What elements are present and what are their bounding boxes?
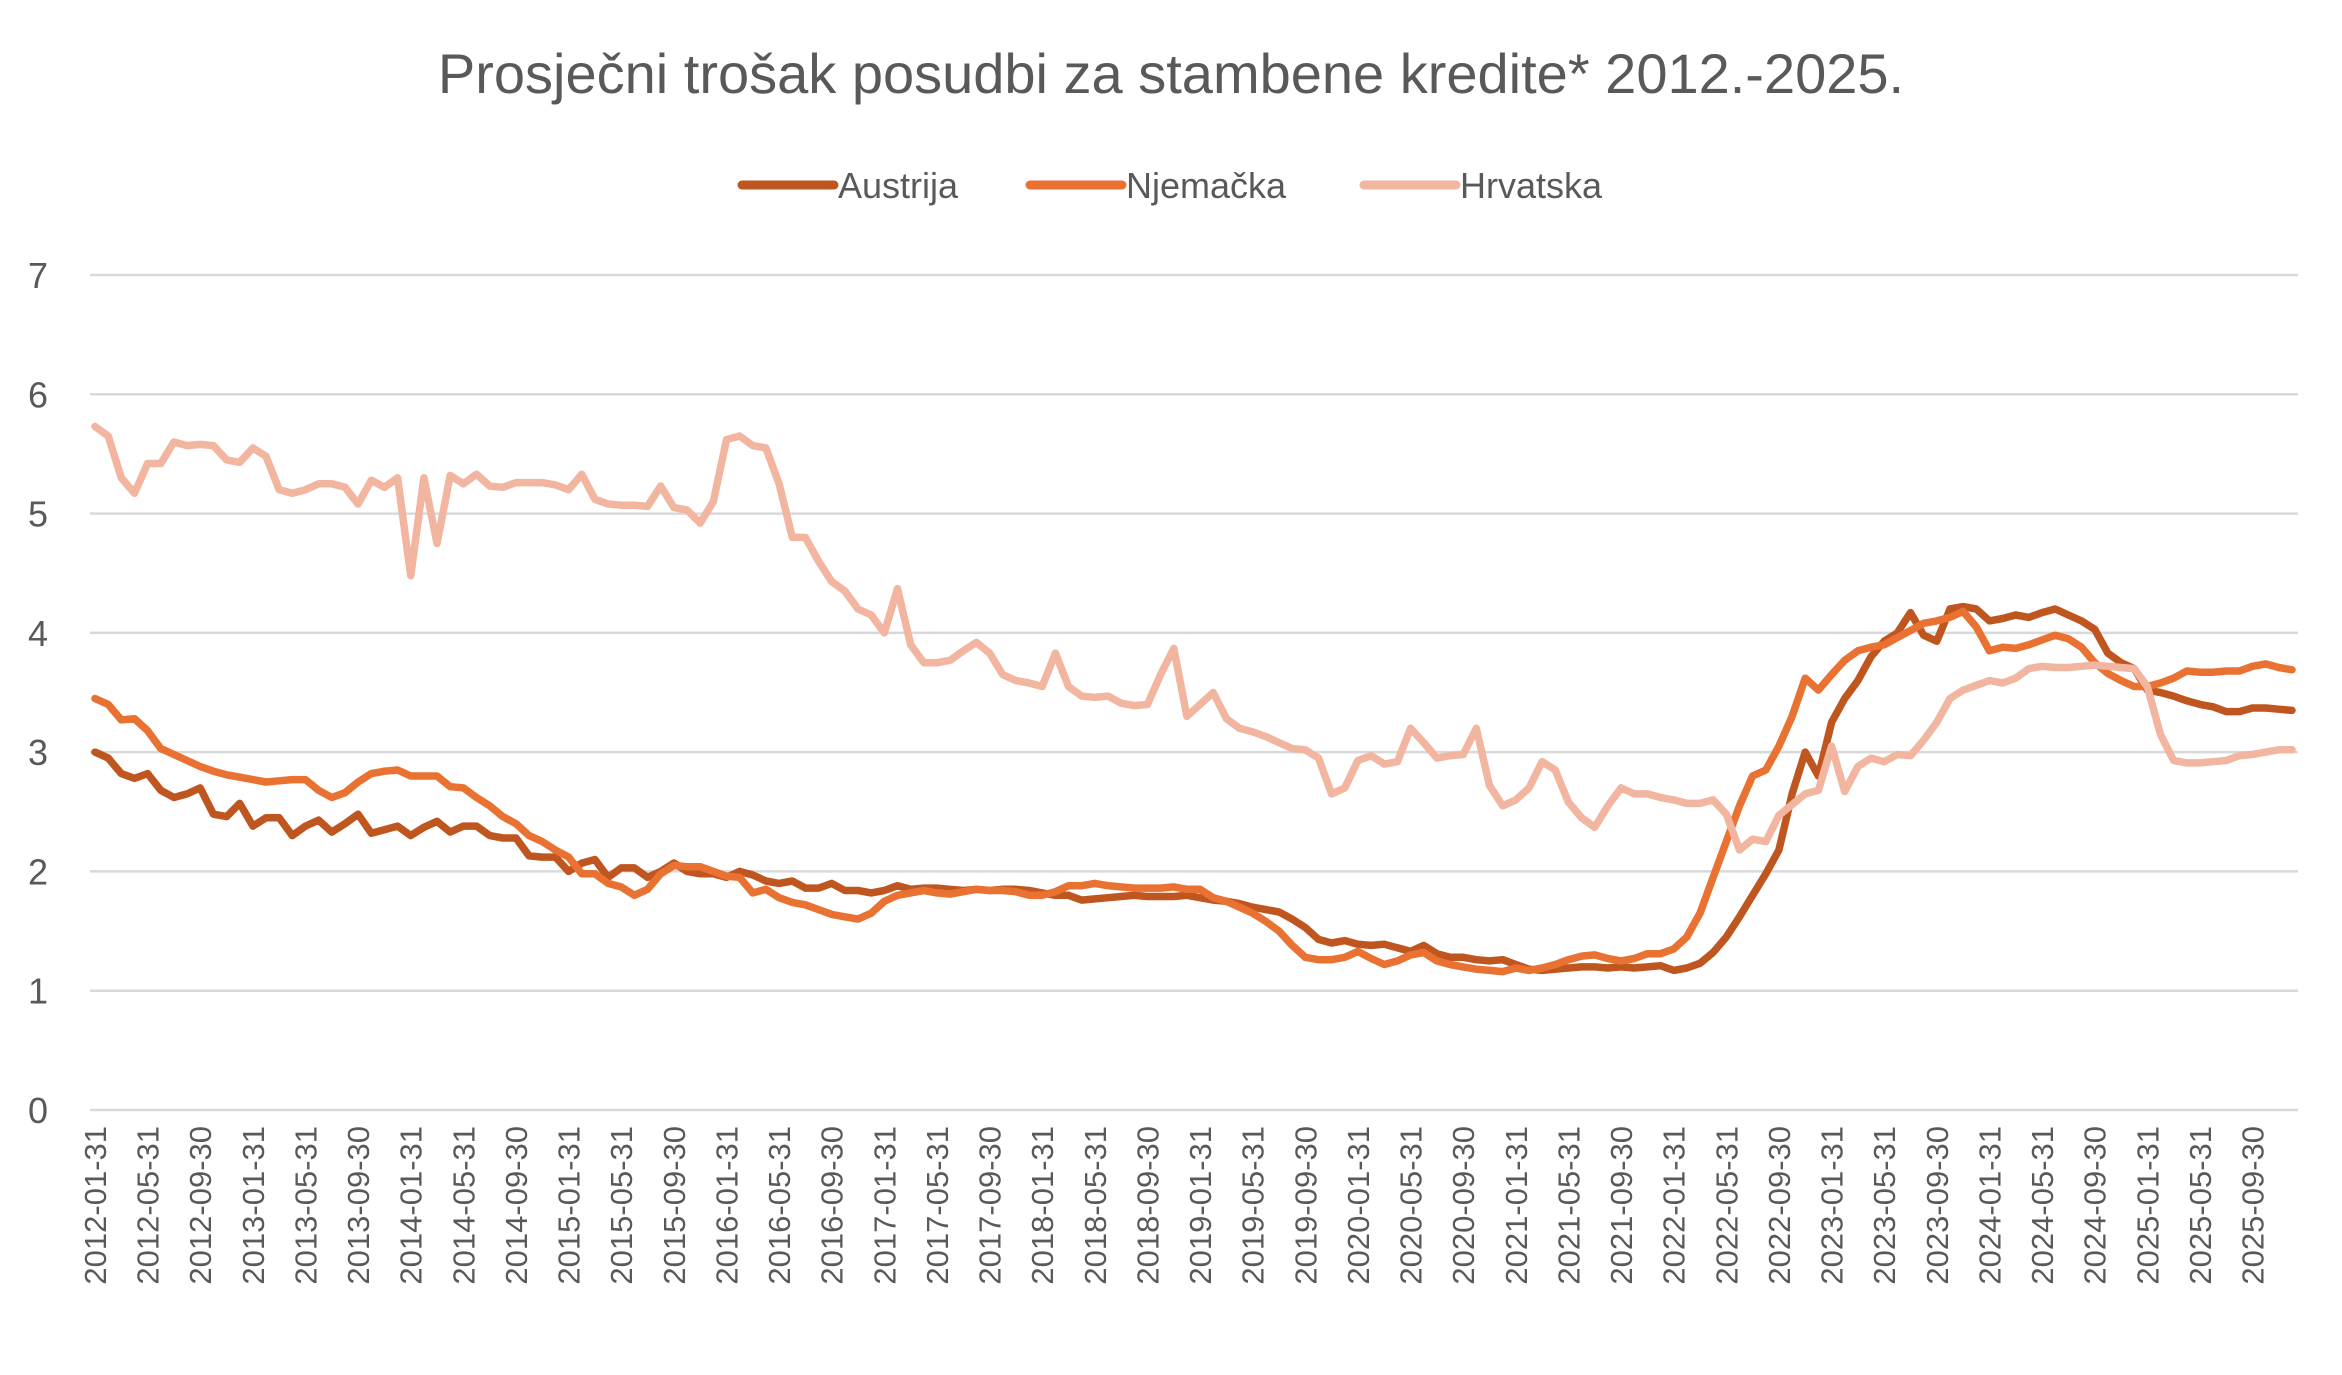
x-tick-label: 2020-01-31 [1341, 1126, 1376, 1285]
gridlines [90, 273, 2298, 1112]
x-tick-label: 2022-01-31 [1657, 1126, 1692, 1285]
x-tick-label: 2015-05-31 [604, 1126, 639, 1285]
x-tick-label: 2023-05-31 [1867, 1126, 1902, 1285]
y-tick-label: 1 [28, 971, 48, 1012]
x-tick-label: 2013-01-31 [236, 1126, 271, 1285]
x-tick-label: 2021-09-30 [1604, 1126, 1639, 1285]
x-tick-label: 2021-05-31 [1551, 1126, 1586, 1285]
x-tick-label: 2013-09-30 [341, 1126, 376, 1285]
series-lines [91, 422, 2296, 976]
x-tick-label: 2012-01-31 [78, 1126, 113, 1285]
x-tick-label: 2021-01-31 [1499, 1126, 1534, 1285]
x-tick-label: 2012-05-31 [131, 1126, 166, 1285]
x-tick-label: 2020-05-31 [1394, 1126, 1429, 1285]
y-tick-label: 3 [28, 732, 48, 773]
x-tick-label: 2013-05-31 [288, 1126, 323, 1285]
x-tick-label: 2019-05-31 [1236, 1126, 1271, 1285]
x-tick-label: 2019-01-31 [1183, 1126, 1218, 1285]
legend-label: Austrija [838, 165, 959, 206]
x-tick-label: 2014-09-30 [499, 1126, 534, 1285]
x-tick-label: 2017-09-30 [973, 1126, 1008, 1285]
legend: Austrija Njemačka Hrvatska [737, 165, 1603, 206]
y-tick-label: 4 [28, 613, 48, 654]
x-tick-label: 2018-09-30 [1130, 1126, 1165, 1285]
x-tick-label: 2020-09-30 [1446, 1126, 1481, 1285]
y-tick-label: 7 [28, 255, 48, 296]
legend-item: Njemačka [1025, 165, 1287, 206]
x-tick-label: 2018-01-31 [1025, 1126, 1060, 1285]
x-tick-label: 2024-09-30 [2078, 1126, 2113, 1285]
legend-item: Hrvatska [1359, 165, 1603, 206]
x-tick-label: 2014-05-31 [446, 1126, 481, 1285]
legend-label: Hrvatska [1460, 165, 1603, 206]
x-tick-label: 2019-09-30 [1288, 1126, 1323, 1285]
y-tick-label: 5 [28, 494, 48, 535]
x-tick-label: 2022-05-31 [1709, 1126, 1744, 1285]
x-tick-label: 2025-01-31 [2130, 1126, 2165, 1285]
x-tick-label: 2015-01-31 [552, 1126, 587, 1285]
x-tick-label: 2016-01-31 [709, 1126, 744, 1285]
x-tick-label: 2017-05-31 [920, 1126, 955, 1285]
x-tick-label: 2016-09-30 [815, 1126, 850, 1285]
x-tick-label: 2024-05-31 [2025, 1126, 2060, 1285]
x-tick-label: 2014-01-31 [394, 1126, 429, 1285]
x-tick-label: 2022-09-30 [1762, 1126, 1797, 1285]
series-line-austrija [91, 602, 2296, 975]
x-tick-label: 2025-05-31 [2183, 1126, 2218, 1285]
x-tick-label: 2023-01-31 [1815, 1126, 1850, 1285]
chart-title: Prosječni trošak posudbi za stambene kre… [438, 42, 1904, 105]
x-tick-label: 2024-01-31 [1972, 1126, 2007, 1285]
x-tick-label: 2023-09-30 [1920, 1126, 1955, 1285]
x-tick-label: 2012-09-30 [183, 1126, 218, 1285]
y-tick-label: 6 [28, 374, 48, 415]
x-tick-label: 2015-09-30 [657, 1126, 692, 1285]
legend-label: Njemačka [1126, 165, 1287, 206]
x-axis: 2012-01-31 2012-05-31 2012-09-30 2013-01-31… [78, 1126, 2271, 1285]
series-line-njemačka [91, 607, 2296, 976]
x-tick-label: 2025-09-30 [2236, 1126, 2271, 1285]
series-line-hrvatska [91, 422, 2296, 854]
y-tick-label: 0 [28, 1090, 48, 1131]
y-axis: 0 1 2 3 4 5 6 7 [28, 255, 48, 1131]
legend-item: Austrija [737, 165, 959, 206]
x-tick-label: 2017-01-31 [867, 1126, 902, 1285]
y-tick-label: 2 [28, 851, 48, 892]
x-tick-label: 2016-05-31 [762, 1126, 797, 1285]
x-tick-label: 2018-05-31 [1078, 1126, 1113, 1285]
